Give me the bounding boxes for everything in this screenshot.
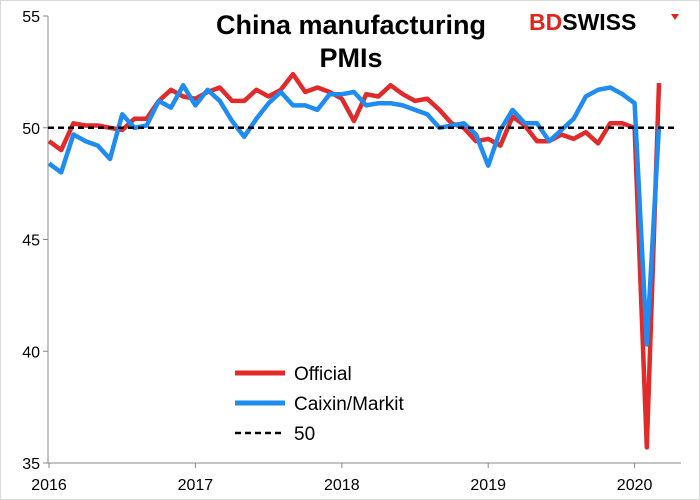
legend-label-50: 50	[294, 424, 315, 445]
legend: Official Caixin/Markit 50	[235, 364, 405, 445]
logo-triangle-icon	[671, 14, 679, 20]
y-tick-label: 55	[22, 9, 40, 26]
x-tick-label: 2020	[617, 477, 653, 494]
x-tick-label: 2019	[470, 477, 506, 494]
chart-title-line-1: China manufacturing	[216, 10, 486, 40]
y-axis-ticks: 35 40 45 50 55	[22, 9, 48, 473]
bdswiss-logo: BDSWISS	[529, 9, 679, 35]
plot-area	[47, 71, 677, 450]
x-tick-label: 2017	[178, 477, 214, 494]
legend-label-caixin: Caixin/Markit	[294, 394, 405, 415]
series-line-official	[47, 71, 662, 450]
x-tick-label: 2016	[31, 477, 67, 494]
chart-title-line-2: PMIs	[319, 43, 382, 73]
y-tick-label: 35	[22, 456, 40, 473]
x-axis-ticks: 2016 2017 2018 2019 2020	[31, 463, 652, 494]
logo-bd-text: BDSWISS	[529, 9, 636, 35]
series-line-caixin-markit	[47, 83, 662, 347]
x-tick-label: 2018	[324, 477, 360, 494]
y-tick-label: 45	[22, 233, 40, 250]
y-tick-label: 40	[22, 344, 40, 361]
y-tick-label: 50	[22, 121, 40, 138]
legend-label-official: Official	[294, 364, 352, 385]
